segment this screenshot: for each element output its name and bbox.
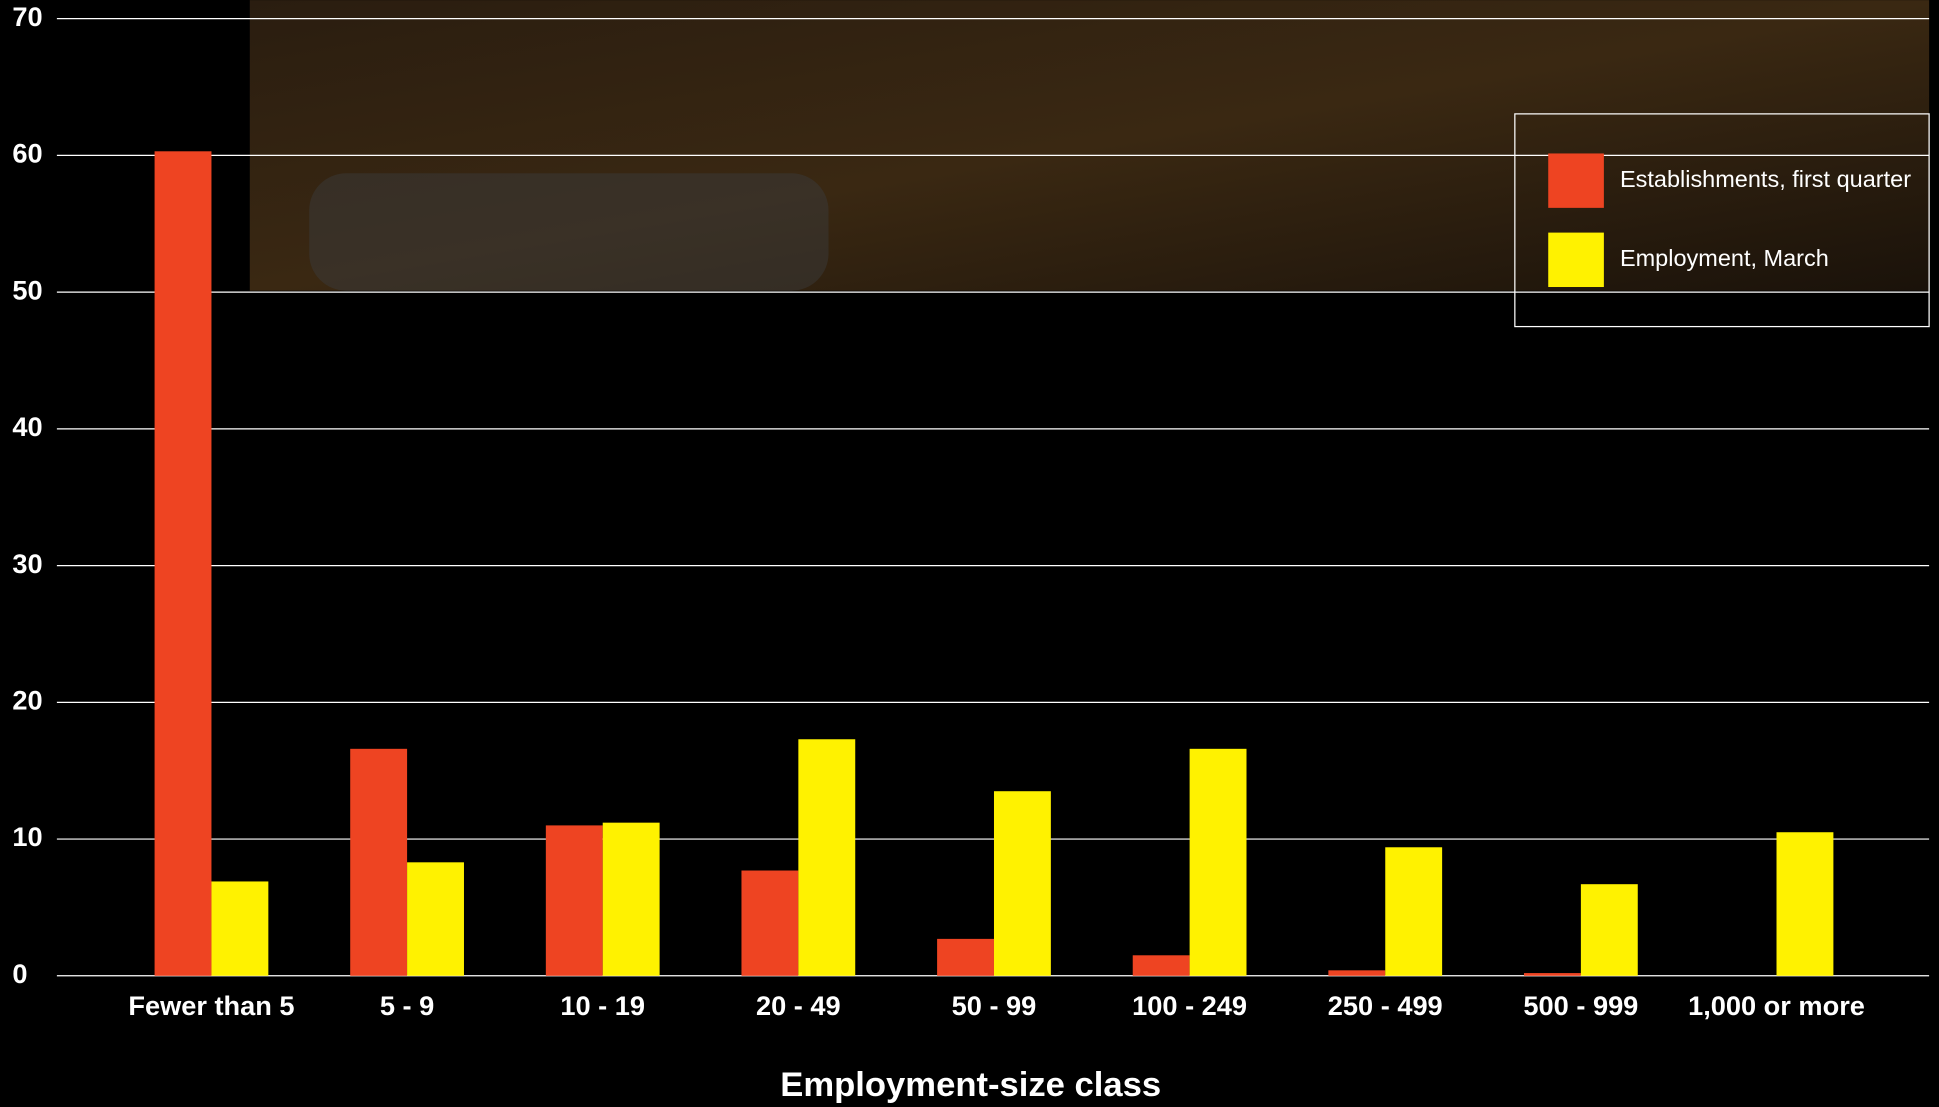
bar	[937, 938, 994, 976]
bar	[993, 791, 1051, 976]
bar	[602, 822, 660, 976]
y-tick-label: 30	[12, 548, 42, 579]
bar	[154, 151, 212, 976]
x-tick-label: 100 - 249	[1132, 990, 1247, 1021]
bar	[1776, 832, 1834, 976]
y-tick-label: 50	[12, 274, 42, 305]
y-tick-label: 40	[12, 411, 42, 442]
y-tick-label: 10	[12, 821, 42, 852]
bar	[211, 881, 269, 976]
bar	[741, 870, 799, 976]
photo-detail	[309, 173, 829, 291]
x-tick-label: 10 - 19	[560, 990, 645, 1021]
legend-box	[1514, 113, 1930, 328]
x-tick-label: 250 - 499	[1328, 990, 1443, 1021]
bar	[1385, 847, 1443, 976]
x-axis-label: Employment-size class	[780, 1066, 1161, 1104]
x-tick-label: Fewer than 5	[128, 990, 294, 1021]
y-tick-label: 60	[12, 138, 42, 169]
legend-label: Employment, March	[1620, 245, 1829, 271]
bar	[1328, 970, 1386, 976]
x-tick-label: 20 - 49	[756, 990, 841, 1021]
bar	[350, 748, 408, 976]
legend-swatch	[1548, 232, 1604, 288]
bar	[1580, 884, 1638, 976]
bar	[1132, 955, 1190, 976]
legend-swatch	[1548, 153, 1604, 208]
bar	[407, 862, 464, 976]
bar	[798, 739, 856, 976]
y-tick-label: 70	[12, 1, 42, 32]
x-tick-label: 5 - 9	[380, 990, 434, 1021]
x-tick-label: 500 - 999	[1523, 990, 1638, 1021]
x-tick-label: 1,000 or more	[1688, 990, 1865, 1021]
x-tick-label: 50 - 99	[952, 990, 1037, 1021]
bar	[545, 825, 603, 976]
y-tick-label: 0	[12, 958, 27, 989]
bar	[1189, 748, 1247, 976]
legend-label: Establishments, first quarter	[1620, 166, 1911, 192]
bar	[1523, 973, 1581, 976]
y-tick-label: 20	[12, 685, 42, 716]
